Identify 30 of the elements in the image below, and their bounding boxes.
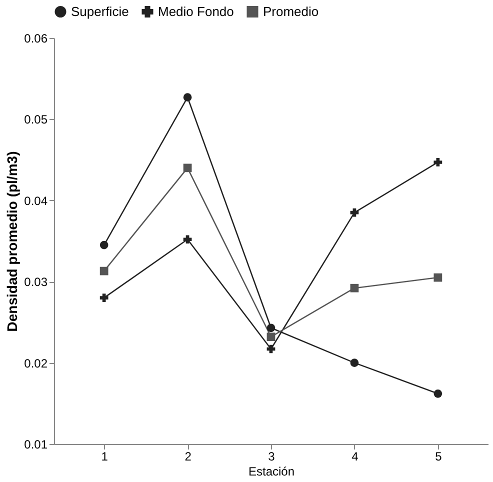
point [100,294,108,302]
x-tick-label: 3 [268,450,276,464]
x-tick-label: 2 [184,450,192,464]
point [183,93,192,102]
y-tick-label: 0.05 [24,112,48,127]
point [266,332,276,341]
x-axis-title: Estación [248,464,295,478]
legend-label: Medio Fondo [158,4,234,19]
y-tick-label: 0.01 [24,438,48,452]
legend-label: Promedio [263,4,319,19]
point [350,358,359,367]
y-tick-label: 0.06 [24,32,48,46]
legend-label: Superficie [71,4,129,19]
x-tick-label: 1 [101,450,108,464]
point [434,273,442,282]
point [434,389,442,398]
point [100,266,108,276]
point [350,208,359,217]
point [266,324,276,332]
y-tick-label: 0.04 [24,194,48,208]
point [350,284,359,292]
y-tick-label: 0.02 [24,356,48,370]
point [183,235,192,244]
point [100,240,108,250]
x-tick-label: 4 [352,450,359,464]
point [183,164,192,172]
y-tick-label: 0.03 [24,275,48,290]
point [434,158,442,166]
y-axis-title: Densidad promedio (pl/m3) [4,151,20,332]
x-tick-label: 5 [435,450,442,464]
